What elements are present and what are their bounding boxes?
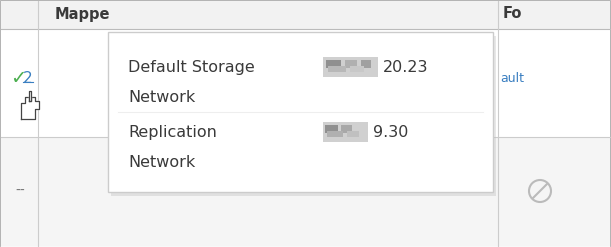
FancyBboxPatch shape [323,122,368,142]
Text: Network: Network [128,89,196,104]
FancyBboxPatch shape [341,125,352,133]
Text: --: -- [15,184,25,198]
FancyBboxPatch shape [111,36,496,196]
FancyBboxPatch shape [347,131,359,137]
FancyBboxPatch shape [350,66,364,72]
FancyBboxPatch shape [325,125,338,133]
FancyBboxPatch shape [327,131,343,137]
FancyBboxPatch shape [328,66,346,72]
FancyBboxPatch shape [323,57,378,77]
Text: 9.30: 9.30 [373,124,408,140]
Text: Default Storage: Default Storage [128,60,255,75]
FancyBboxPatch shape [326,60,341,68]
Polygon shape [21,97,39,119]
FancyBboxPatch shape [345,60,357,68]
Text: Mappe: Mappe [55,6,111,21]
Text: 20.23: 20.23 [383,60,428,75]
FancyBboxPatch shape [1,137,610,246]
Text: 2: 2 [23,70,33,85]
Text: ✓: ✓ [10,68,26,87]
FancyBboxPatch shape [1,1,610,29]
Text: Replication: Replication [128,124,217,140]
FancyBboxPatch shape [1,29,610,137]
FancyBboxPatch shape [361,60,371,68]
Polygon shape [29,91,31,101]
FancyBboxPatch shape [108,32,493,192]
Text: Network: Network [128,155,196,169]
Text: Fo: Fo [503,6,522,21]
FancyBboxPatch shape [1,29,610,247]
Text: ault: ault [500,71,524,84]
